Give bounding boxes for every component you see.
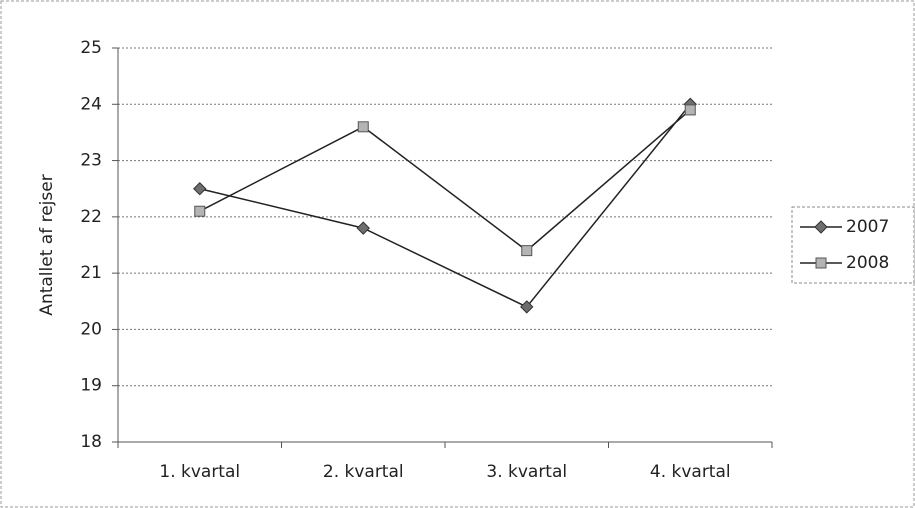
legend-marker (814, 220, 828, 234)
y-tick-label: 25 (80, 38, 102, 58)
x-tick-label: 1. kvartal (159, 462, 240, 482)
y-tick-label: 23 (80, 151, 102, 171)
x-tick-label: 4. kvartal (650, 462, 731, 482)
point-marker (357, 121, 369, 133)
y-axis-label: Antallet af rejser (37, 174, 57, 315)
legend-box (791, 206, 915, 284)
legend-label: 2008 (846, 253, 889, 273)
legend-label: 2007 (846, 217, 889, 237)
point-marker (684, 104, 696, 116)
legend-marker (815, 257, 827, 269)
point-marker (194, 205, 206, 217)
y-tick-label: 19 (80, 376, 102, 396)
y-tick-label: 20 (80, 319, 102, 339)
point-marker (520, 300, 534, 314)
y-tick-label: 24 (80, 94, 102, 114)
series-line (199, 109, 691, 252)
point-marker (521, 245, 533, 257)
y-tick-label: 22 (80, 207, 102, 227)
y-tick-label: 21 (80, 263, 102, 283)
x-tick-label: 2. kvartal (323, 462, 404, 482)
point-marker (193, 182, 207, 196)
series-line (199, 103, 691, 308)
y-tick-label: 18 (80, 432, 102, 452)
x-tick-label: 3. kvartal (486, 462, 567, 482)
point-marker (356, 221, 370, 235)
